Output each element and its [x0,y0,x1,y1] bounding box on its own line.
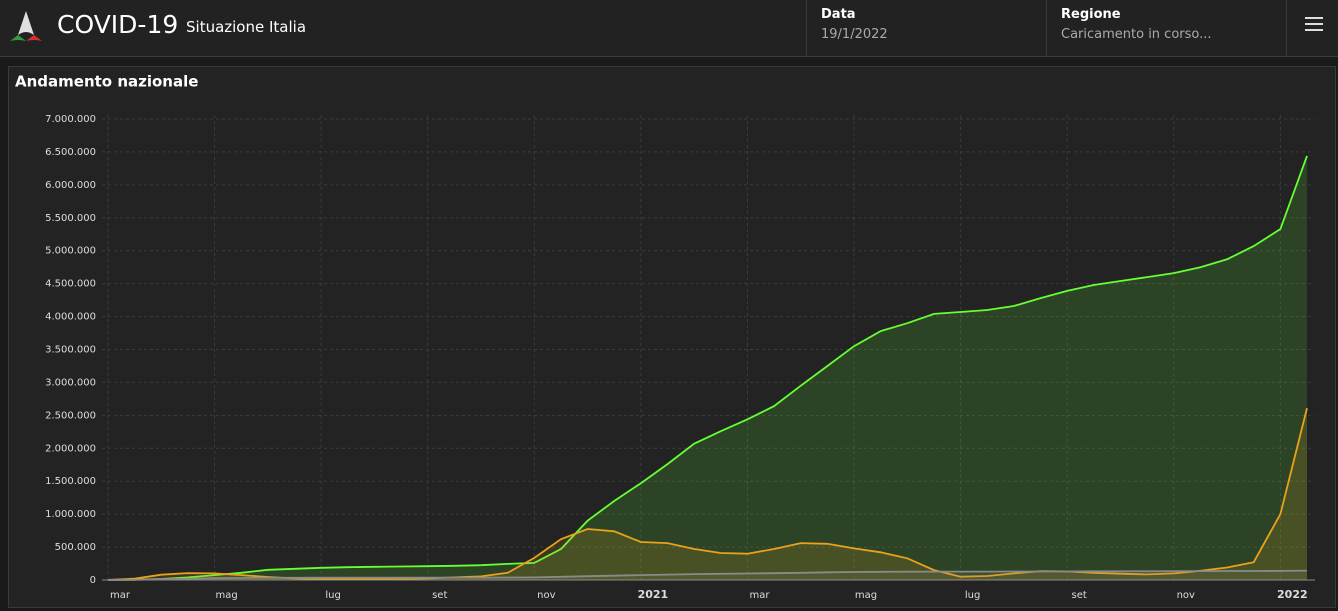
logo [10,11,42,41]
x-tick-label: lug [325,590,340,601]
x-tick-label: lug [965,590,980,601]
x-tick-label: nov [537,590,555,601]
x-tick-label: mar [749,590,770,601]
chart-title: Andamento nazionale [15,73,198,91]
y-tick-label: 3.000.000 [45,377,96,388]
date-selector[interactable]: Data 19/1/2022 [806,0,1047,56]
area-fill [108,155,1307,580]
area-fill [108,570,1307,580]
area-line [107,569,1308,581]
y-tick-label: 1.500.000 [45,476,96,487]
region-value: Caricamento in corso... [1061,27,1212,42]
x-tick-label: mag [215,590,237,601]
y-tick-label: 7.000.000 [45,114,96,125]
date-label: Data [821,7,856,22]
y-tick-label: 5.000.000 [45,246,96,257]
area-line [107,155,1308,581]
x-tick-label: 2021 [638,588,669,601]
header: COVID-19 Situazione Italia Data 19/1/202… [0,0,1338,57]
chart-panel: Andamento nazionale 0 500.000 1.000.000 1.5… [8,66,1336,608]
y-tick-label: 4.000.000 [45,312,96,323]
y-tick-label: 5.500.000 [45,213,96,224]
menu-button[interactable] [1286,0,1338,56]
region-label: Regione [1061,7,1121,22]
chart: Andamento nazionale 0 500.000 1.000.000 1.5… [15,73,1315,601]
x-tick-label: nov [1177,590,1195,601]
area-line [107,407,1308,581]
x-tick-label: 2022 [1277,588,1308,601]
app-title: COVID-19 [57,10,179,39]
x-tick-label: mag [855,590,877,601]
x-tick-label: set [1072,590,1087,601]
y-tick-label: 3.500.000 [45,345,96,356]
y-tick-label: 2.500.000 [45,410,96,421]
y-tick-label: 500.000 [55,542,96,553]
app-subtitle: Situazione Italia [186,18,307,36]
x-tick-label: mar [110,590,131,601]
y-tick-label: 0 [90,575,96,586]
y-tick-label: 4.500.000 [45,279,96,290]
date-value: 19/1/2022 [821,27,888,42]
y-tick-label: 2.000.000 [45,443,96,454]
region-selector[interactable]: Regione Caricamento in corso... [1046,0,1287,56]
menu-icon [1305,17,1323,31]
y-tick-label: 1.000.000 [45,509,96,520]
y-tick-label: 6.500.000 [45,147,96,158]
y-tick-label: 6.000.000 [45,180,96,191]
x-tick-label: set [432,590,447,601]
